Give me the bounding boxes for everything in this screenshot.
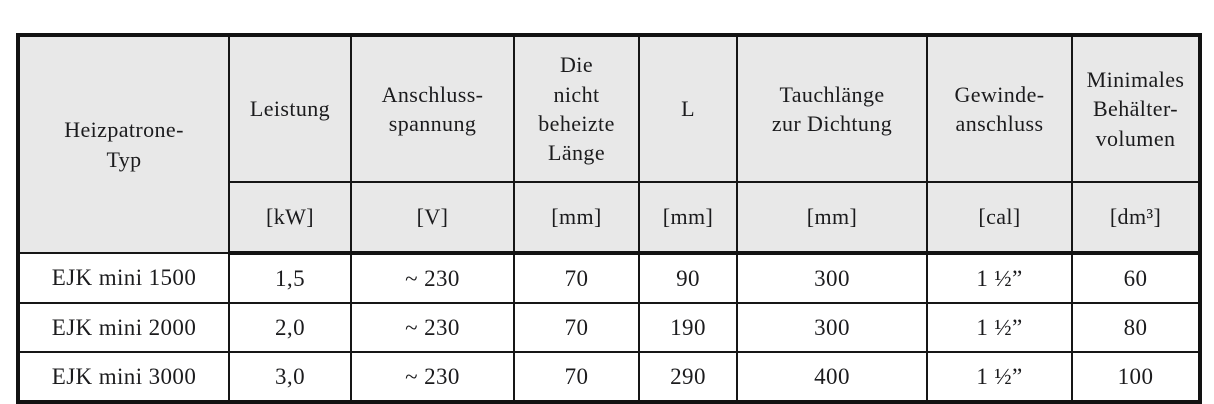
- column-header-heizpatrone-typ: Heizpatrone- Typ: [17, 34, 230, 254]
- unit-mm-1: [mm]: [513, 181, 640, 255]
- cell-l: 190: [638, 302, 738, 353]
- cell-typ: EJK mini 1500: [17, 252, 230, 304]
- cell-behaeltervolumen: 60: [1071, 252, 1201, 304]
- cell-behaeltervolumen: 80: [1071, 302, 1201, 353]
- cell-tauchlaenge: 300: [736, 252, 928, 304]
- cell-typ: EJK mini 3000: [17, 351, 230, 403]
- cell-gewindeanschluss: 1 ½”: [926, 351, 1073, 403]
- cell-spannung: ~ 230: [350, 351, 515, 403]
- header-row-units: [kW] [V] [mm] [mm] [mm] [cal] [dm³]: [18, 181, 1201, 255]
- table-body: EJK mini 1500 1,5 ~ 230 70 90 300 1 ½” 6…: [17, 252, 1201, 403]
- unit-mm-2: [mm]: [638, 181, 738, 255]
- cell-l: 90: [638, 252, 738, 304]
- column-header-anschlussspannung: Anschluss- spannung: [350, 34, 515, 183]
- cell-behaeltervolumen: 100: [1071, 351, 1201, 403]
- table-row-ejk-mini-2000: EJK mini 2000 2,0 ~ 230 70 190 300 1 ½” …: [17, 302, 1201, 353]
- cell-gewindeanschluss: 1 ½”: [926, 252, 1073, 304]
- cell-l: 290: [638, 351, 738, 403]
- column-header-l: L: [638, 34, 738, 183]
- column-header-behaeltervolumen: Minimales Behälter- volumen: [1071, 34, 1201, 183]
- cell-spannung: ~ 230: [350, 302, 515, 353]
- cell-tauchlaenge: 300: [736, 302, 928, 353]
- cell-unbeheizte-laenge: 70: [513, 351, 640, 403]
- unit-dm3: [dm³]: [1071, 181, 1201, 255]
- table-header: Heizpatrone- Typ Leistung Anschluss- spa…: [17, 34, 1201, 255]
- cell-tauchlaenge: 400: [736, 351, 928, 403]
- unit-mm-3: [mm]: [736, 181, 928, 255]
- cell-typ: EJK mini 2000: [17, 302, 230, 353]
- cell-unbeheizte-laenge: 70: [513, 252, 640, 304]
- column-header-tauchlaenge: Tauchlänge zur Dichtung: [736, 34, 928, 183]
- unit-v: [V]: [350, 181, 515, 255]
- cell-spannung: ~ 230: [350, 252, 515, 304]
- table-row-ejk-mini-1500: EJK mini 1500 1,5 ~ 230 70 90 300 1 ½” 6…: [17, 252, 1201, 304]
- column-header-nicht-beheizte-laenge: Die nicht beheizte Länge: [513, 34, 640, 183]
- cell-gewindeanschluss: 1 ½”: [926, 302, 1073, 353]
- unit-cal: [cal]: [926, 181, 1073, 255]
- cell-leistung: 2,0: [228, 302, 352, 353]
- spec-table-container: Heizpatrone- Typ Leistung Anschluss- spa…: [16, 33, 1202, 404]
- header-row-labels: Heizpatrone- Typ Leistung Anschluss- spa…: [17, 34, 1201, 254]
- cell-unbeheizte-laenge: 70: [513, 302, 640, 353]
- heizpatrone-spec-table: Heizpatrone- Typ Leistung Anschluss- spa…: [16, 33, 1202, 404]
- table-row-ejk-mini-3000: EJK mini 3000 3,0 ~ 230 70 290 400 1 ½” …: [17, 351, 1201, 403]
- cell-leistung: 1,5: [228, 252, 352, 304]
- unit-kw: [kW]: [228, 181, 352, 255]
- cell-leistung: 3,0: [228, 351, 352, 403]
- column-header-gewindeanschluss: Gewinde- anschluss: [926, 34, 1073, 183]
- column-header-leistung: Leistung: [228, 34, 352, 183]
